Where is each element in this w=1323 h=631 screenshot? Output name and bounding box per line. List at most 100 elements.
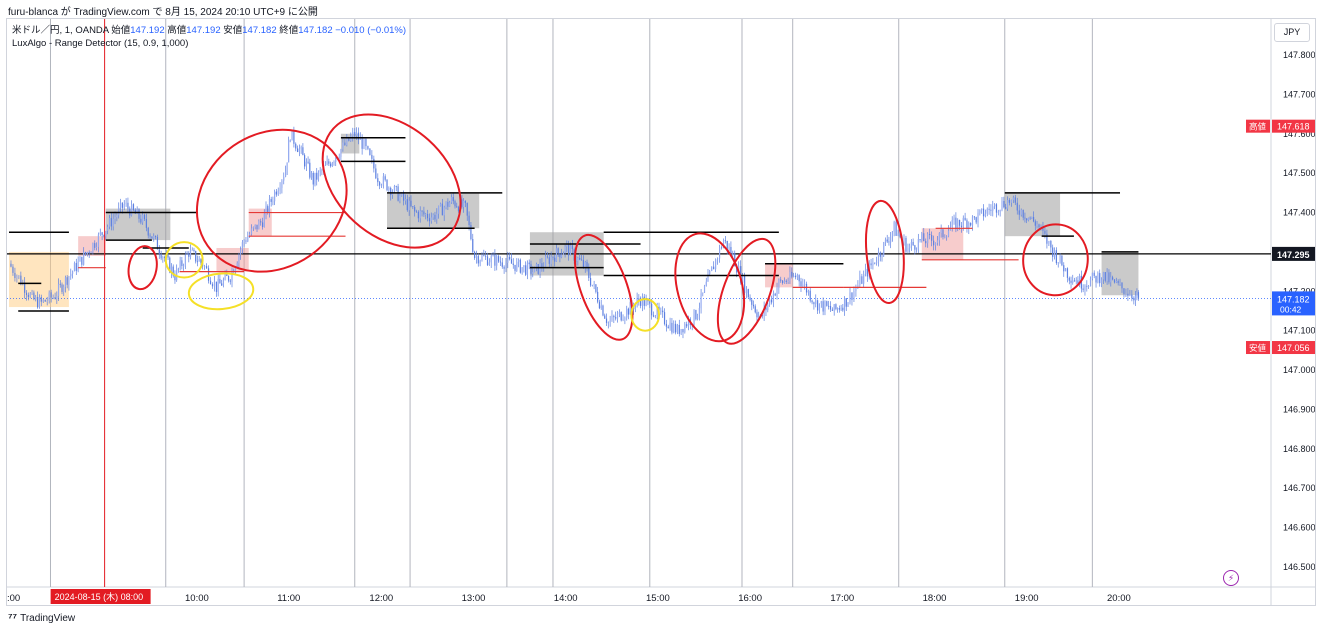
candle xyxy=(566,243,568,247)
candle xyxy=(132,204,135,211)
candle xyxy=(52,297,54,298)
candle xyxy=(530,264,532,274)
y-tick-label: 147.700 xyxy=(1283,89,1315,99)
candle xyxy=(1108,272,1110,283)
candle xyxy=(326,161,328,165)
candle xyxy=(622,319,624,321)
candle xyxy=(121,202,124,208)
candle xyxy=(423,211,425,215)
candle xyxy=(849,292,851,303)
candle xyxy=(57,283,60,296)
candle xyxy=(367,146,369,149)
candle xyxy=(272,201,274,203)
candle xyxy=(1079,275,1081,285)
candle xyxy=(986,208,988,214)
candle xyxy=(611,315,613,321)
candle xyxy=(1073,280,1076,282)
candle xyxy=(497,256,500,262)
candle xyxy=(652,315,655,317)
x-tick-label: 18:00 xyxy=(923,593,947,604)
candle xyxy=(403,192,405,201)
candle xyxy=(449,202,451,207)
candle xyxy=(354,132,356,136)
candle xyxy=(342,142,344,150)
extreme-price-label: 147.056 xyxy=(1277,343,1310,353)
candle xyxy=(277,190,279,195)
candle xyxy=(1091,272,1093,279)
x-tick-label: 16:00 xyxy=(738,593,762,604)
annotation-red-circle xyxy=(716,237,777,345)
candle xyxy=(953,217,955,221)
candle xyxy=(1125,293,1127,295)
candle xyxy=(765,307,767,311)
candle xyxy=(64,277,67,287)
candle xyxy=(110,217,112,227)
candle xyxy=(879,252,881,257)
candle xyxy=(399,195,401,201)
candle xyxy=(365,138,367,147)
price-tag-badge xyxy=(1246,341,1270,355)
candle xyxy=(861,276,863,284)
candle xyxy=(851,292,853,300)
candle xyxy=(909,245,911,249)
candle xyxy=(521,267,523,273)
currency-button[interactable]: JPY xyxy=(1274,23,1310,42)
candle xyxy=(774,293,776,296)
candle xyxy=(641,296,644,306)
candle xyxy=(258,221,260,230)
candle xyxy=(1027,217,1029,221)
candle xyxy=(195,251,197,262)
candle xyxy=(12,266,14,273)
candle xyxy=(84,252,87,255)
candle xyxy=(445,201,447,208)
candle xyxy=(108,217,111,227)
candle xyxy=(1036,224,1038,226)
candle xyxy=(842,307,844,311)
candle xyxy=(346,137,348,146)
lightning-icon[interactable]: ⚡ xyxy=(1223,570,1239,586)
candle xyxy=(984,213,986,217)
y-tick-label: 146.500 xyxy=(1283,562,1315,572)
candle xyxy=(1020,209,1022,215)
candle xyxy=(127,202,129,209)
candle xyxy=(662,310,664,313)
candle xyxy=(914,245,916,250)
candle xyxy=(66,277,68,285)
candle xyxy=(523,265,525,268)
x-tick-label: 20:00 xyxy=(1107,593,1131,604)
candle xyxy=(584,262,586,268)
candle xyxy=(316,172,318,180)
candle xyxy=(384,176,386,180)
candle xyxy=(802,284,804,287)
candle xyxy=(525,265,527,275)
candle xyxy=(857,285,859,288)
candle xyxy=(602,305,604,316)
x-tick-label: 11:00 xyxy=(277,593,300,604)
y-tick-label: 147.400 xyxy=(1283,208,1315,218)
candle xyxy=(627,308,630,315)
candle xyxy=(1077,280,1079,285)
countdown-label: 00:42 xyxy=(1280,304,1302,314)
y-tick-label: 146.800 xyxy=(1283,444,1315,454)
candle xyxy=(975,217,977,223)
candle xyxy=(1016,202,1018,211)
candle xyxy=(275,191,277,195)
candle xyxy=(288,140,290,163)
candle xyxy=(1012,197,1014,201)
extreme-price-label: 147.618 xyxy=(1277,122,1310,132)
legend-indicator[interactable]: LuxAlgo - Range Detector (15, 0.9, 1,000… xyxy=(12,38,189,49)
x-tick-label: 14:00 xyxy=(554,593,578,604)
candle xyxy=(903,237,905,241)
candle xyxy=(758,315,760,318)
candle xyxy=(174,275,176,281)
candle xyxy=(1010,200,1012,203)
chart-frame[interactable]: 147.800147.700147.600147.500147.400147.3… xyxy=(6,18,1316,606)
chart-svg[interactable]: 147.800147.700147.600147.500147.400147.3… xyxy=(7,19,1315,605)
publish-caption: furu-blanca が TradingView.com で 8月 15, 2… xyxy=(8,7,318,18)
candle xyxy=(881,255,883,257)
candle xyxy=(600,305,602,309)
candle xyxy=(548,257,550,264)
legend-symbol[interactable]: 米ドル／円, 1, OANDA xyxy=(12,25,109,36)
candle xyxy=(703,285,706,293)
candle xyxy=(1099,273,1101,284)
